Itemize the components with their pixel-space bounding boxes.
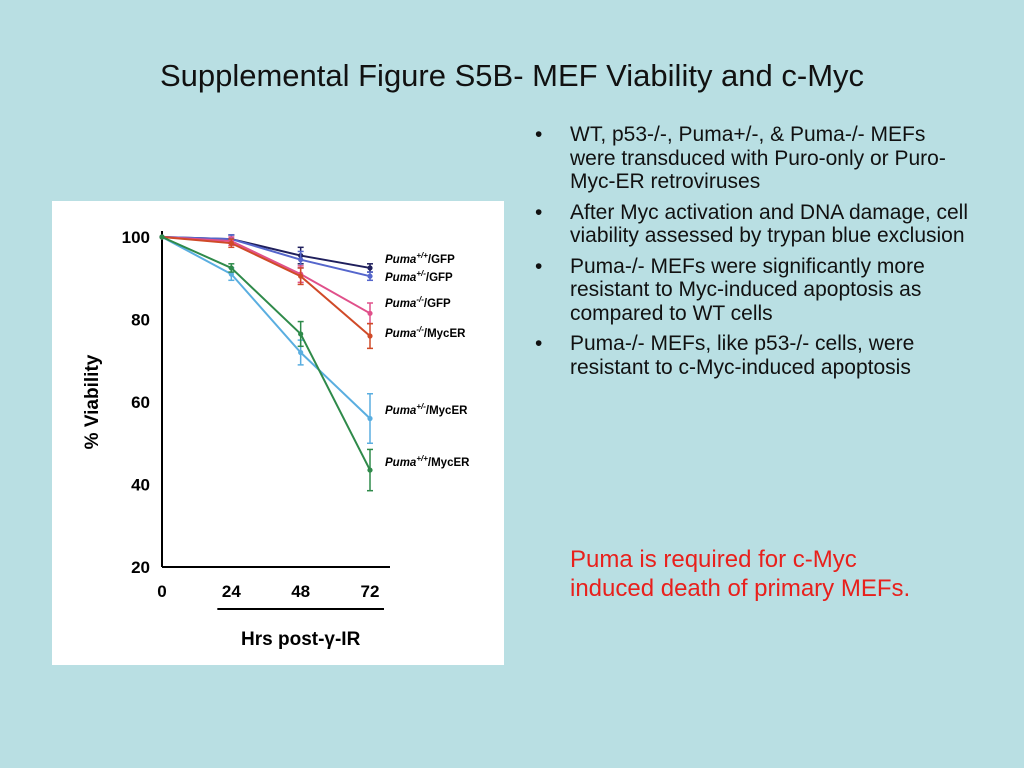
data-point <box>367 415 373 422</box>
legend-superscript: +/+ <box>416 251 428 260</box>
legend-genotype: Puma <box>385 254 417 266</box>
legend-superscript: -/- <box>416 295 424 304</box>
series-line <box>161 236 371 420</box>
legend-label: Puma+/+/GFP <box>385 251 455 266</box>
slide-title: Supplemental Figure S5B- MEF Viability a… <box>159 58 865 93</box>
data-point <box>298 273 304 279</box>
bullet-item: • After Myc activation and DNA damage, ce… <box>535 201 975 248</box>
legend-genotype: Puma <box>385 272 417 284</box>
series-line <box>161 236 371 269</box>
y-tick-label: 60 <box>131 393 150 412</box>
legend-superscript: +/+ <box>416 454 428 463</box>
x-tick-label: 72 <box>361 582 380 601</box>
legend-label: Puma+/-/MycER <box>385 402 468 417</box>
data-point <box>367 467 373 473</box>
conclusion-text: Puma is required for c-Myc induced death… <box>570 546 911 602</box>
chart-legend: Puma+/+/GFPPuma+/-/GFPPuma-/-/GFPPuma-/-… <box>385 251 470 469</box>
bullet-marker: • <box>535 254 543 278</box>
legend-label: Puma-/-/MycER <box>385 325 466 340</box>
bullet-text: Puma-/- MEFs, like p53-/- cells, were re… <box>570 332 915 379</box>
data-point <box>298 331 304 337</box>
legend-vector: /GFP <box>424 298 451 310</box>
legend-genotype: Puma <box>385 405 417 417</box>
chart-series-layer <box>159 234 373 492</box>
y-tick-label: 40 <box>131 476 150 495</box>
data-point <box>367 333 373 339</box>
legend-genotype: Puma <box>385 328 417 340</box>
legend-vector: /MycER <box>428 457 470 469</box>
legend-vector: /MycER <box>426 405 468 417</box>
data-point <box>298 349 304 356</box>
legend-vector: /GFP <box>426 272 453 284</box>
bullet-item: • Puma-/- MEFs were significantly more re… <box>535 255 975 326</box>
legend-genotype: Puma <box>385 457 417 469</box>
bullet-marker: • <box>535 332 543 355</box>
series-line <box>161 236 371 315</box>
data-point <box>228 240 234 246</box>
legend-vector: /MycER <box>424 328 466 340</box>
series-line <box>161 236 371 278</box>
x-tick-label: 24 <box>222 582 241 601</box>
y-tick-label: 100 <box>122 228 150 247</box>
y-tick-label: 20 <box>131 558 150 577</box>
bullet-marker: • <box>535 123 543 146</box>
y-axis-label: % Viability <box>82 354 103 449</box>
data-point <box>298 257 304 263</box>
bullet-text: Puma-/- MEFs were significantly more res… <box>570 254 925 325</box>
bullet-marker: • <box>535 200 543 224</box>
series-line <box>161 236 371 471</box>
series-group <box>159 234 373 444</box>
bullet-text: WT, p53-/-, Puma+/-, & Puma-/- MEFs were… <box>570 123 946 193</box>
x-tick-label: 0 <box>157 582 166 601</box>
legend-superscript: -/- <box>416 325 424 334</box>
data-point <box>367 310 373 316</box>
legend-label: Puma+/-/GFP <box>385 269 453 284</box>
x-axis-label: Hrs post-γ-IR <box>241 629 361 650</box>
legend-superscript: +/- <box>416 402 426 411</box>
series-group <box>159 234 373 492</box>
bullet-list: • WT, p53-/-, Puma+/-, & Puma-/- MEFs wer… <box>535 123 975 386</box>
figure-panel: 20 40 60 80 100 0 24 48 72 Hrs post-γ-IR % Viabili… <box>52 201 504 665</box>
data-point <box>228 271 234 277</box>
chart-axes: 20 40 60 80 100 0 24 48 72 Hrs post-γ-IR % Viabili… <box>82 228 390 650</box>
x-tick-label: 48 <box>291 582 310 601</box>
legend-label: Puma-/-/GFP <box>385 295 451 310</box>
series-line <box>161 236 371 337</box>
legend-genotype: Puma <box>385 298 417 310</box>
bullet-item: • WT, p53-/-, Puma+/-, & Puma-/- MEFs wer… <box>535 123 975 194</box>
data-point <box>228 265 234 271</box>
viability-line-chart: 20 40 60 80 100 0 24 48 72 Hrs post-γ-IR % Viabili… <box>82 228 470 650</box>
legend-superscript: +/- <box>416 269 426 278</box>
bullet-text: After Myc activation and DNA damage, cel… <box>570 200 969 248</box>
data-point <box>367 265 373 271</box>
data-point <box>159 234 165 240</box>
legend-vector: /GFP <box>428 254 455 266</box>
series-group <box>159 234 373 350</box>
bullet-item: • Puma-/- MEFs, like p53-/- cells, were r… <box>535 332 975 379</box>
legend-label: Puma+/+/MycER <box>385 454 470 469</box>
y-tick-label: 80 <box>131 311 150 330</box>
data-point <box>367 273 373 279</box>
